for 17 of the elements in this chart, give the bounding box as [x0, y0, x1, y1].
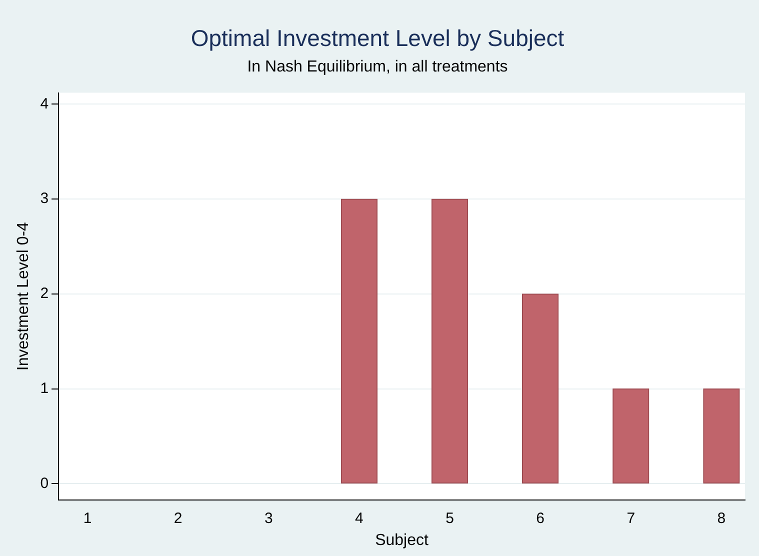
- chart-title: Optimal Investment Level by Subject: [190, 25, 565, 52]
- x-tick-label: 5: [446, 510, 454, 527]
- chart-subtitle: In Nash Equilibrium, in all treatments: [247, 58, 508, 76]
- y-tick-label: 2: [40, 285, 49, 302]
- y-tick-label: 0: [40, 474, 49, 492]
- x-tick-label: 7: [626, 510, 636, 527]
- x-tick-label: 2: [174, 510, 182, 527]
- x-tick-label: 4: [355, 510, 364, 527]
- x-tick-label: 6: [536, 510, 544, 527]
- x-tick-label: 1: [83, 510, 92, 527]
- x-tick-label: 8: [717, 510, 726, 527]
- y-tick-label: 4: [40, 95, 49, 112]
- y-tick-label: 1: [40, 380, 49, 397]
- y-tick-label: 3: [40, 190, 49, 208]
- y-axis-title: Investment Level 0-4: [15, 222, 32, 371]
- x-tick-label: 3: [264, 510, 273, 527]
- x-axis-title: Subject: [375, 532, 430, 549]
